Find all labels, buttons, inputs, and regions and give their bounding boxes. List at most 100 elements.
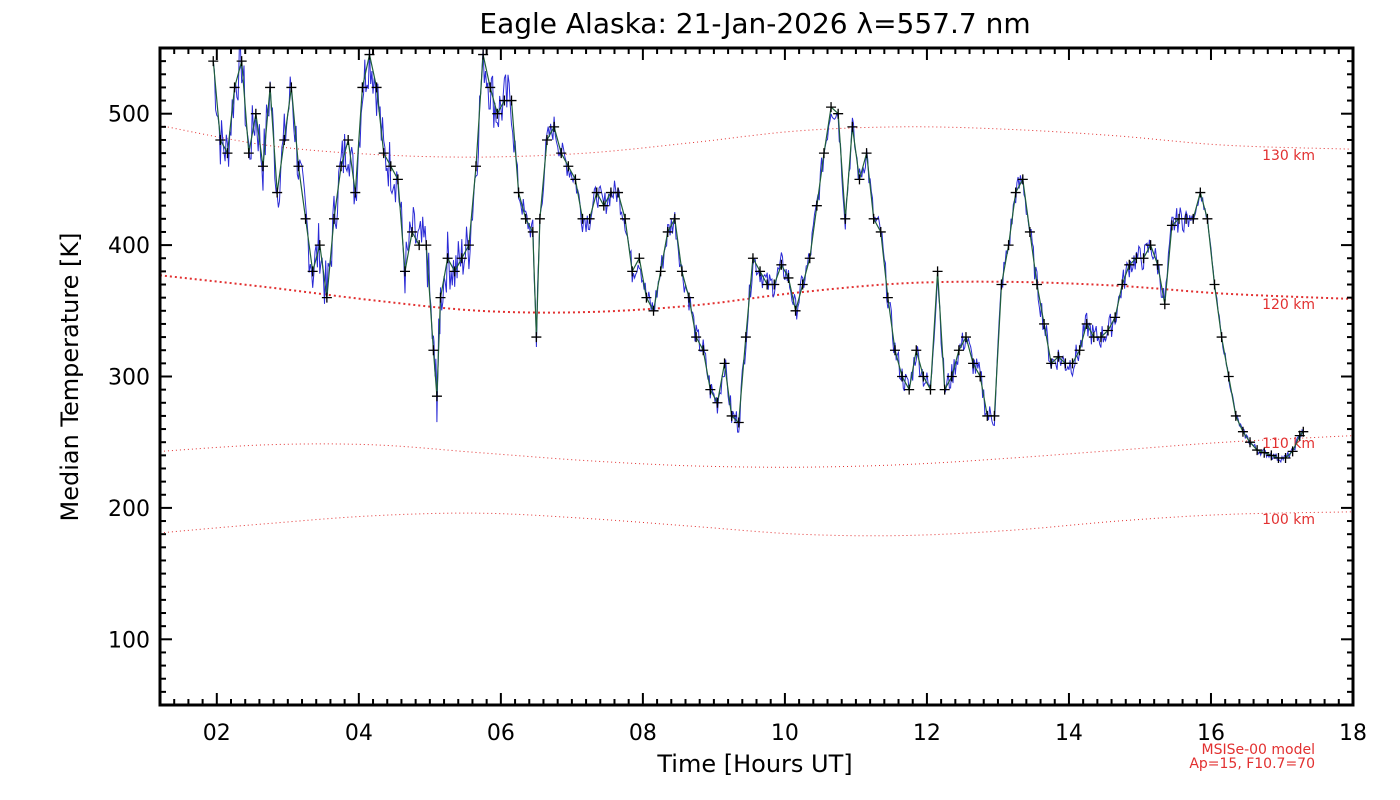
median-point	[712, 397, 723, 408]
median-point	[208, 56, 219, 67]
y-tick-label: 300	[108, 366, 150, 391]
median-point	[1216, 332, 1227, 343]
median-point	[904, 384, 915, 395]
median-point	[584, 213, 595, 224]
median-point	[769, 279, 780, 290]
median-point	[250, 108, 261, 119]
median-point	[478, 49, 489, 60]
median-point	[975, 371, 986, 382]
median-point	[1003, 240, 1014, 251]
median-point	[1138, 253, 1149, 264]
median-point	[861, 148, 872, 159]
median-point	[520, 213, 531, 224]
model-curve-130-km	[159, 125, 1354, 158]
median-point	[854, 174, 865, 185]
tick-labels: 02 04 06 08 10 12 14 16 18 100 200 300 400 500	[108, 103, 1367, 746]
y-tick-label: 100	[108, 628, 150, 653]
median-point	[960, 332, 971, 343]
median-point	[272, 187, 283, 198]
model-label-130-km: 130 km	[1262, 148, 1315, 164]
y-tick-label: 400	[108, 234, 150, 259]
median-point	[676, 266, 687, 277]
median-point	[328, 213, 339, 224]
median-point	[776, 259, 787, 270]
median-point	[1159, 299, 1170, 310]
median-point	[733, 417, 744, 428]
median-point	[1152, 259, 1163, 270]
median-point	[399, 266, 410, 277]
y-tick-label: 200	[108, 497, 150, 522]
median-point	[307, 266, 318, 277]
median-point	[1010, 187, 1021, 198]
median-point	[613, 187, 624, 198]
x-tick-label: 12	[913, 721, 941, 746]
median-point	[431, 391, 442, 402]
median-point	[747, 253, 758, 264]
raw-temperature-trace	[212, 48, 1304, 464]
median-point	[627, 266, 638, 277]
model-label-120-km: 120 km	[1262, 297, 1315, 313]
median-point	[705, 384, 716, 395]
median-point	[1237, 426, 1248, 437]
median-point	[265, 82, 276, 93]
median-point	[549, 121, 560, 132]
median-point	[811, 200, 822, 211]
median-point	[1032, 279, 1042, 290]
median-point	[641, 292, 652, 303]
median-point	[371, 82, 382, 93]
median-point	[463, 240, 474, 251]
median-point	[1280, 452, 1291, 463]
median-point	[1110, 312, 1121, 323]
y-tick-label: 500	[108, 103, 150, 128]
median-point	[513, 187, 524, 198]
median-point	[378, 148, 389, 159]
model-curve-110-km	[159, 435, 1354, 468]
median-point	[634, 253, 645, 264]
model-label-110-km: 110 km	[1262, 436, 1315, 452]
median-point	[556, 148, 567, 159]
model-annotation-line2: Ap=15, F10.7=70	[1189, 756, 1315, 772]
median-point	[364, 49, 375, 60]
median-point	[314, 240, 325, 251]
median-point	[790, 305, 801, 316]
median-point	[293, 161, 304, 172]
median-point	[662, 226, 673, 237]
median-point	[989, 410, 1000, 421]
median-point	[719, 358, 730, 369]
median-point	[570, 174, 581, 185]
median-point	[1067, 358, 1078, 369]
median-point	[953, 345, 964, 356]
median-point	[818, 148, 829, 159]
median-point	[804, 253, 815, 264]
median-point	[1230, 410, 1241, 421]
median-point	[1095, 332, 1106, 343]
x-tick-label: 02	[203, 721, 231, 746]
median-point	[882, 292, 893, 303]
median-point	[996, 279, 1007, 290]
median-point	[939, 384, 950, 395]
median-point	[755, 266, 766, 277]
x-tick-label: 10	[771, 721, 799, 746]
median-point	[833, 108, 844, 119]
median-point	[783, 272, 794, 283]
median-point	[300, 213, 311, 224]
median-point	[1046, 358, 1057, 369]
median-point	[1145, 240, 1156, 251]
median-point	[1103, 325, 1114, 336]
median-point	[215, 134, 226, 145]
median-point	[868, 213, 879, 224]
median-point	[648, 305, 659, 316]
median-point	[321, 292, 332, 303]
median-point	[563, 161, 574, 172]
median-point	[698, 345, 709, 356]
median-point	[1166, 220, 1177, 231]
median-point	[279, 134, 290, 145]
median-point	[1259, 447, 1270, 458]
median-point	[1074, 345, 1085, 356]
median-point	[1024, 226, 1035, 237]
median-point	[428, 345, 439, 356]
median-point	[1287, 446, 1298, 457]
median-point	[407, 226, 418, 237]
median-point	[591, 187, 602, 198]
x-axis-label: Time [Hours UT]	[656, 750, 852, 778]
